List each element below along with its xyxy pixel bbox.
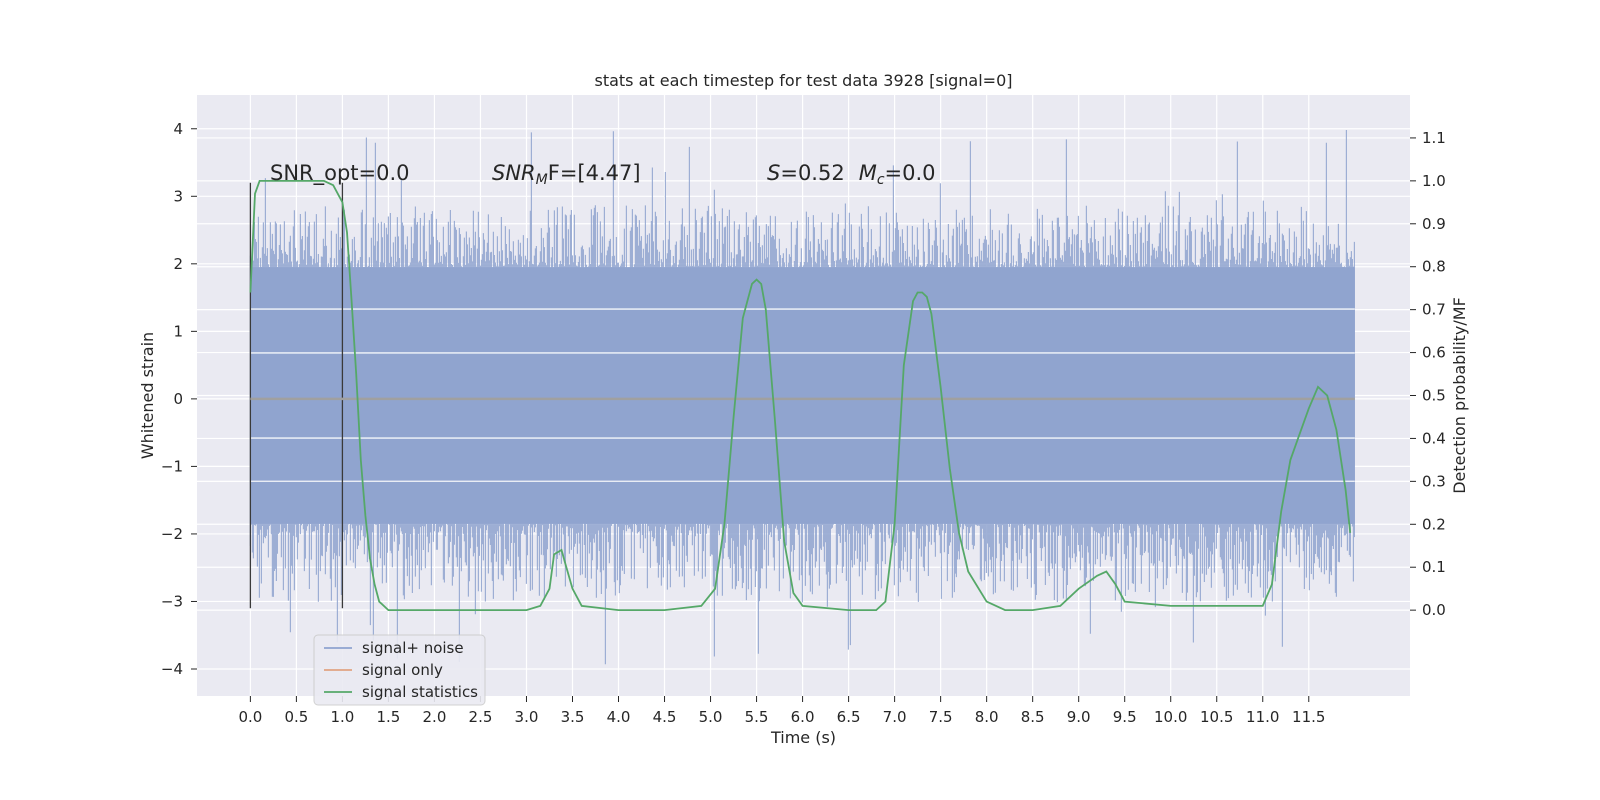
x-tick-label: 7.0: [883, 708, 907, 726]
snr-mf-symbol: SNR: [492, 161, 536, 185]
snr-mf-annotation: SNRMF=[4.47]: [492, 161, 641, 188]
x-tick-label: 11.0: [1246, 708, 1279, 726]
x-tick-label: 9.5: [1113, 708, 1137, 726]
y-tick-label: −3: [161, 592, 183, 610]
line-series: [249, 179, 1355, 611]
x-tick-label: 1.5: [376, 708, 400, 726]
y-tick-label: −4: [161, 660, 183, 678]
x-tick-label: 5.0: [699, 708, 723, 726]
snr-mf-value: F=[4.47]: [548, 161, 641, 185]
mc-symbol: M: [859, 161, 877, 185]
y-tick-label: −2: [161, 525, 183, 543]
right-tick-label: 0.4: [1422, 429, 1446, 447]
x-tick-label: 8.5: [1021, 708, 1045, 726]
right-tick-label: 0.2: [1422, 515, 1446, 533]
x-tick-label: 9.0: [1067, 708, 1091, 726]
right-tick-label: 0.1: [1422, 558, 1446, 576]
right-tick-label: 1.0: [1422, 172, 1446, 190]
x-tick-label: 0.5: [284, 708, 308, 726]
y-tick-label: −1: [161, 457, 183, 475]
x-tick-label: 3.5: [561, 708, 585, 726]
x-tick-label: 3.0: [515, 708, 539, 726]
legend-label: signal only: [362, 661, 443, 679]
right-tick-label: 0.9: [1422, 215, 1446, 233]
right-tick-label: 0.6: [1422, 344, 1446, 362]
noise-series: [249, 130, 1355, 665]
y-tick-label: 2: [173, 255, 183, 273]
x-axis-label: Time (s): [770, 728, 836, 747]
signal-statistics-line: [249, 179, 1352, 611]
y-axis-ticks: −4 −3 −2 −1 0 1 2 3 4: [161, 120, 197, 678]
y-tick-label: 0: [173, 390, 183, 408]
right-tick-label: 1.1: [1422, 129, 1446, 147]
x-tick-label: 4.5: [653, 708, 677, 726]
y-tick-label: 3: [173, 187, 183, 205]
x-tick-label: 6.5: [837, 708, 861, 726]
x-tick-label: 11.5: [1292, 708, 1325, 726]
y-axis-label: Whitened strain: [138, 332, 157, 459]
s-mc-annotation: S=0.52 Mc=0.0: [767, 161, 936, 188]
s-symbol: S: [767, 161, 780, 185]
right-tick-label: 0.7: [1422, 301, 1446, 319]
right-tick-label: 0.3: [1422, 472, 1446, 490]
legend-label: signal+ noise: [362, 639, 464, 657]
mc-subscript: c: [877, 172, 885, 188]
x-tick-label: 7.5: [929, 708, 953, 726]
snr-opt-annotation: SNR_opt=0.0: [270, 161, 410, 186]
y-tick-label: 1: [173, 322, 183, 340]
legend: signal+ noise signal only signal statistic…: [313, 634, 486, 706]
x-tick-label: 4.0: [607, 708, 631, 726]
x-tick-label: 2.0: [423, 708, 447, 726]
legend-box: [313, 634, 486, 706]
x-tick-label: 10.0: [1154, 708, 1187, 726]
right-axis-label: Detection probability/MF: [1450, 297, 1469, 494]
x-tick-label: 6.0: [791, 708, 815, 726]
x-tick-label: 10.5: [1200, 708, 1233, 726]
x-tick-label: 8.0: [975, 708, 999, 726]
legend-label: signal statistics: [362, 683, 478, 701]
marker-lines: [249, 182, 344, 609]
right-tick-label: 0.8: [1422, 258, 1446, 276]
x-axis-ticks: 0.0 0.5 1.0 1.5 2.0 2.5 3.0 3.5 4.0 4.5 5.0 5.5 6.0 6…: [238, 696, 1325, 726]
right-axis-ticks: 0.0 0.1 0.2 0.3 0.4 0.5 0.6 0.7 0.8 0.9 1.0 1.1: [1410, 129, 1446, 619]
annotations: SNR_opt=0.0 SNRMF=[4.47] S=0.52 Mc=0.0: [270, 161, 936, 188]
s-value: =0.52: [780, 161, 844, 185]
x-tick-label: 5.5: [745, 708, 769, 726]
y-tick-label: 4: [173, 120, 183, 138]
x-tick-label: 2.5: [469, 708, 493, 726]
x-tick-label: 0.0: [238, 708, 262, 726]
right-tick-label: 0.0: [1422, 601, 1446, 619]
snr-mf-subscript: M: [536, 172, 548, 188]
right-tick-label: 0.5: [1422, 387, 1446, 405]
chart-title: stats at each timestep for test data 392…: [594, 71, 1012, 90]
mc-value: =0.0: [885, 161, 936, 185]
x-tick-label: 1.0: [330, 708, 354, 726]
